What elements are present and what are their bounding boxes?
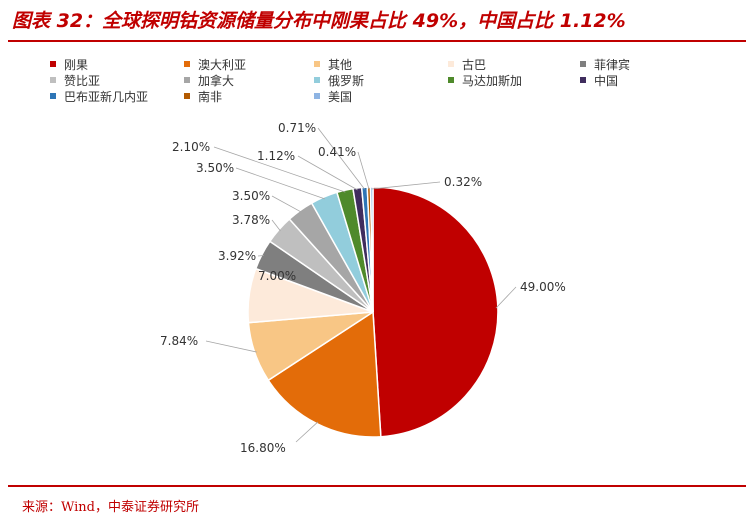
slice-data-label: 0.71% (278, 121, 316, 135)
leader-line (205, 340, 257, 353)
chart-title: 图表 32：全球探明钴资源储量分布中刚果占比 49%，中国占比 1.12% (12, 10, 626, 32)
leader-line (357, 151, 370, 190)
leader-line (495, 286, 517, 309)
leader-line (297, 155, 358, 191)
leader-line (371, 181, 441, 190)
slice-data-label: 3.50% (196, 161, 234, 175)
slice-data-label: 16.80% (240, 441, 286, 455)
legend-label: 巴布亚新几内亚 (64, 89, 149, 104)
legend-swatch (580, 77, 586, 83)
legend-swatch (184, 61, 190, 67)
slice-data-label: 0.41% (318, 145, 356, 159)
legend-label: 其他 (328, 57, 353, 72)
leader-line (257, 255, 264, 257)
legend-swatch (50, 93, 56, 99)
leader-line (213, 146, 346, 193)
slice-data-label: 3.78% (232, 213, 270, 227)
title-divider (8, 40, 746, 42)
slice-data-label: 1.12% (257, 149, 295, 163)
legend-item: 中国 (580, 72, 618, 88)
pie-slice (369, 186, 374, 313)
legend-item: 澳大利亚 (184, 56, 246, 72)
legend-item: 巴布亚新几内亚 (50, 88, 148, 104)
legend-label: 赞比亚 (64, 73, 101, 88)
slice-data-label: 49.00% (520, 280, 566, 294)
legend-label: 加拿大 (198, 73, 235, 88)
pie-slice (267, 310, 382, 438)
legend-label: 古巴 (462, 57, 487, 72)
slice-data-label: 7.84% (160, 334, 198, 348)
legend-item: 刚果 (50, 56, 88, 72)
pie-slice (372, 186, 499, 438)
chart-legend: 刚果 澳大利亚 其他 古巴 菲律宾赞比亚 加拿大 俄罗斯 马达加斯加 中国巴布亚新几内亚 南非 美国 (50, 56, 750, 116)
slice-data-label: 3.50% (232, 189, 270, 203)
legend-swatch (314, 77, 320, 83)
footer-divider (8, 485, 746, 487)
slice-data-label: 2.10% (172, 140, 210, 154)
leader-line (235, 167, 325, 200)
legend-swatch (448, 77, 454, 83)
legend-swatch (50, 77, 56, 83)
legend-label: 澳大利亚 (198, 57, 247, 72)
slice-data-label: 3.92% (218, 249, 256, 263)
legend-swatch (448, 61, 454, 67)
pie-chart: 49.00% 16.80% 7.84% 7.00%3.92% 3.78% 3.50% 3.5… (160, 121, 566, 455)
legend-swatch (184, 77, 190, 83)
legend-item: 马达加斯加 (448, 72, 522, 88)
legend-swatch (314, 93, 320, 99)
leader-line (271, 195, 302, 213)
slice-data-label: 0.32% (444, 175, 482, 189)
legend-item: 菲律宾 (580, 56, 630, 72)
legend-label: 俄罗斯 (328, 73, 365, 88)
leader-line (271, 219, 281, 232)
legend-label: 马达加斯加 (462, 73, 523, 88)
legend-label: 美国 (328, 89, 353, 104)
legend-item: 赞比亚 (50, 72, 100, 88)
legend-item: 南非 (184, 88, 222, 104)
legend-item: 俄罗斯 (314, 72, 364, 88)
legend-swatch (580, 61, 586, 67)
source-note: 来源：Wind，中泰证券研究所 (22, 500, 199, 515)
legend-item: 加拿大 (184, 72, 234, 88)
legend-swatch (314, 61, 320, 67)
legend-label: 南非 (198, 89, 223, 104)
leader-line (317, 127, 365, 190)
leader-line (295, 421, 319, 443)
legend-label: 刚果 (64, 57, 89, 72)
legend-label: 菲律宾 (594, 57, 631, 72)
legend-swatch (50, 61, 56, 67)
legend-swatch (184, 93, 190, 99)
legend-item: 其他 (314, 56, 352, 72)
slice-data-label: 7.00% (258, 269, 296, 283)
legend-item: 美国 (314, 88, 352, 104)
legend-item: 古巴 (448, 56, 486, 72)
legend-label: 中国 (594, 73, 619, 88)
